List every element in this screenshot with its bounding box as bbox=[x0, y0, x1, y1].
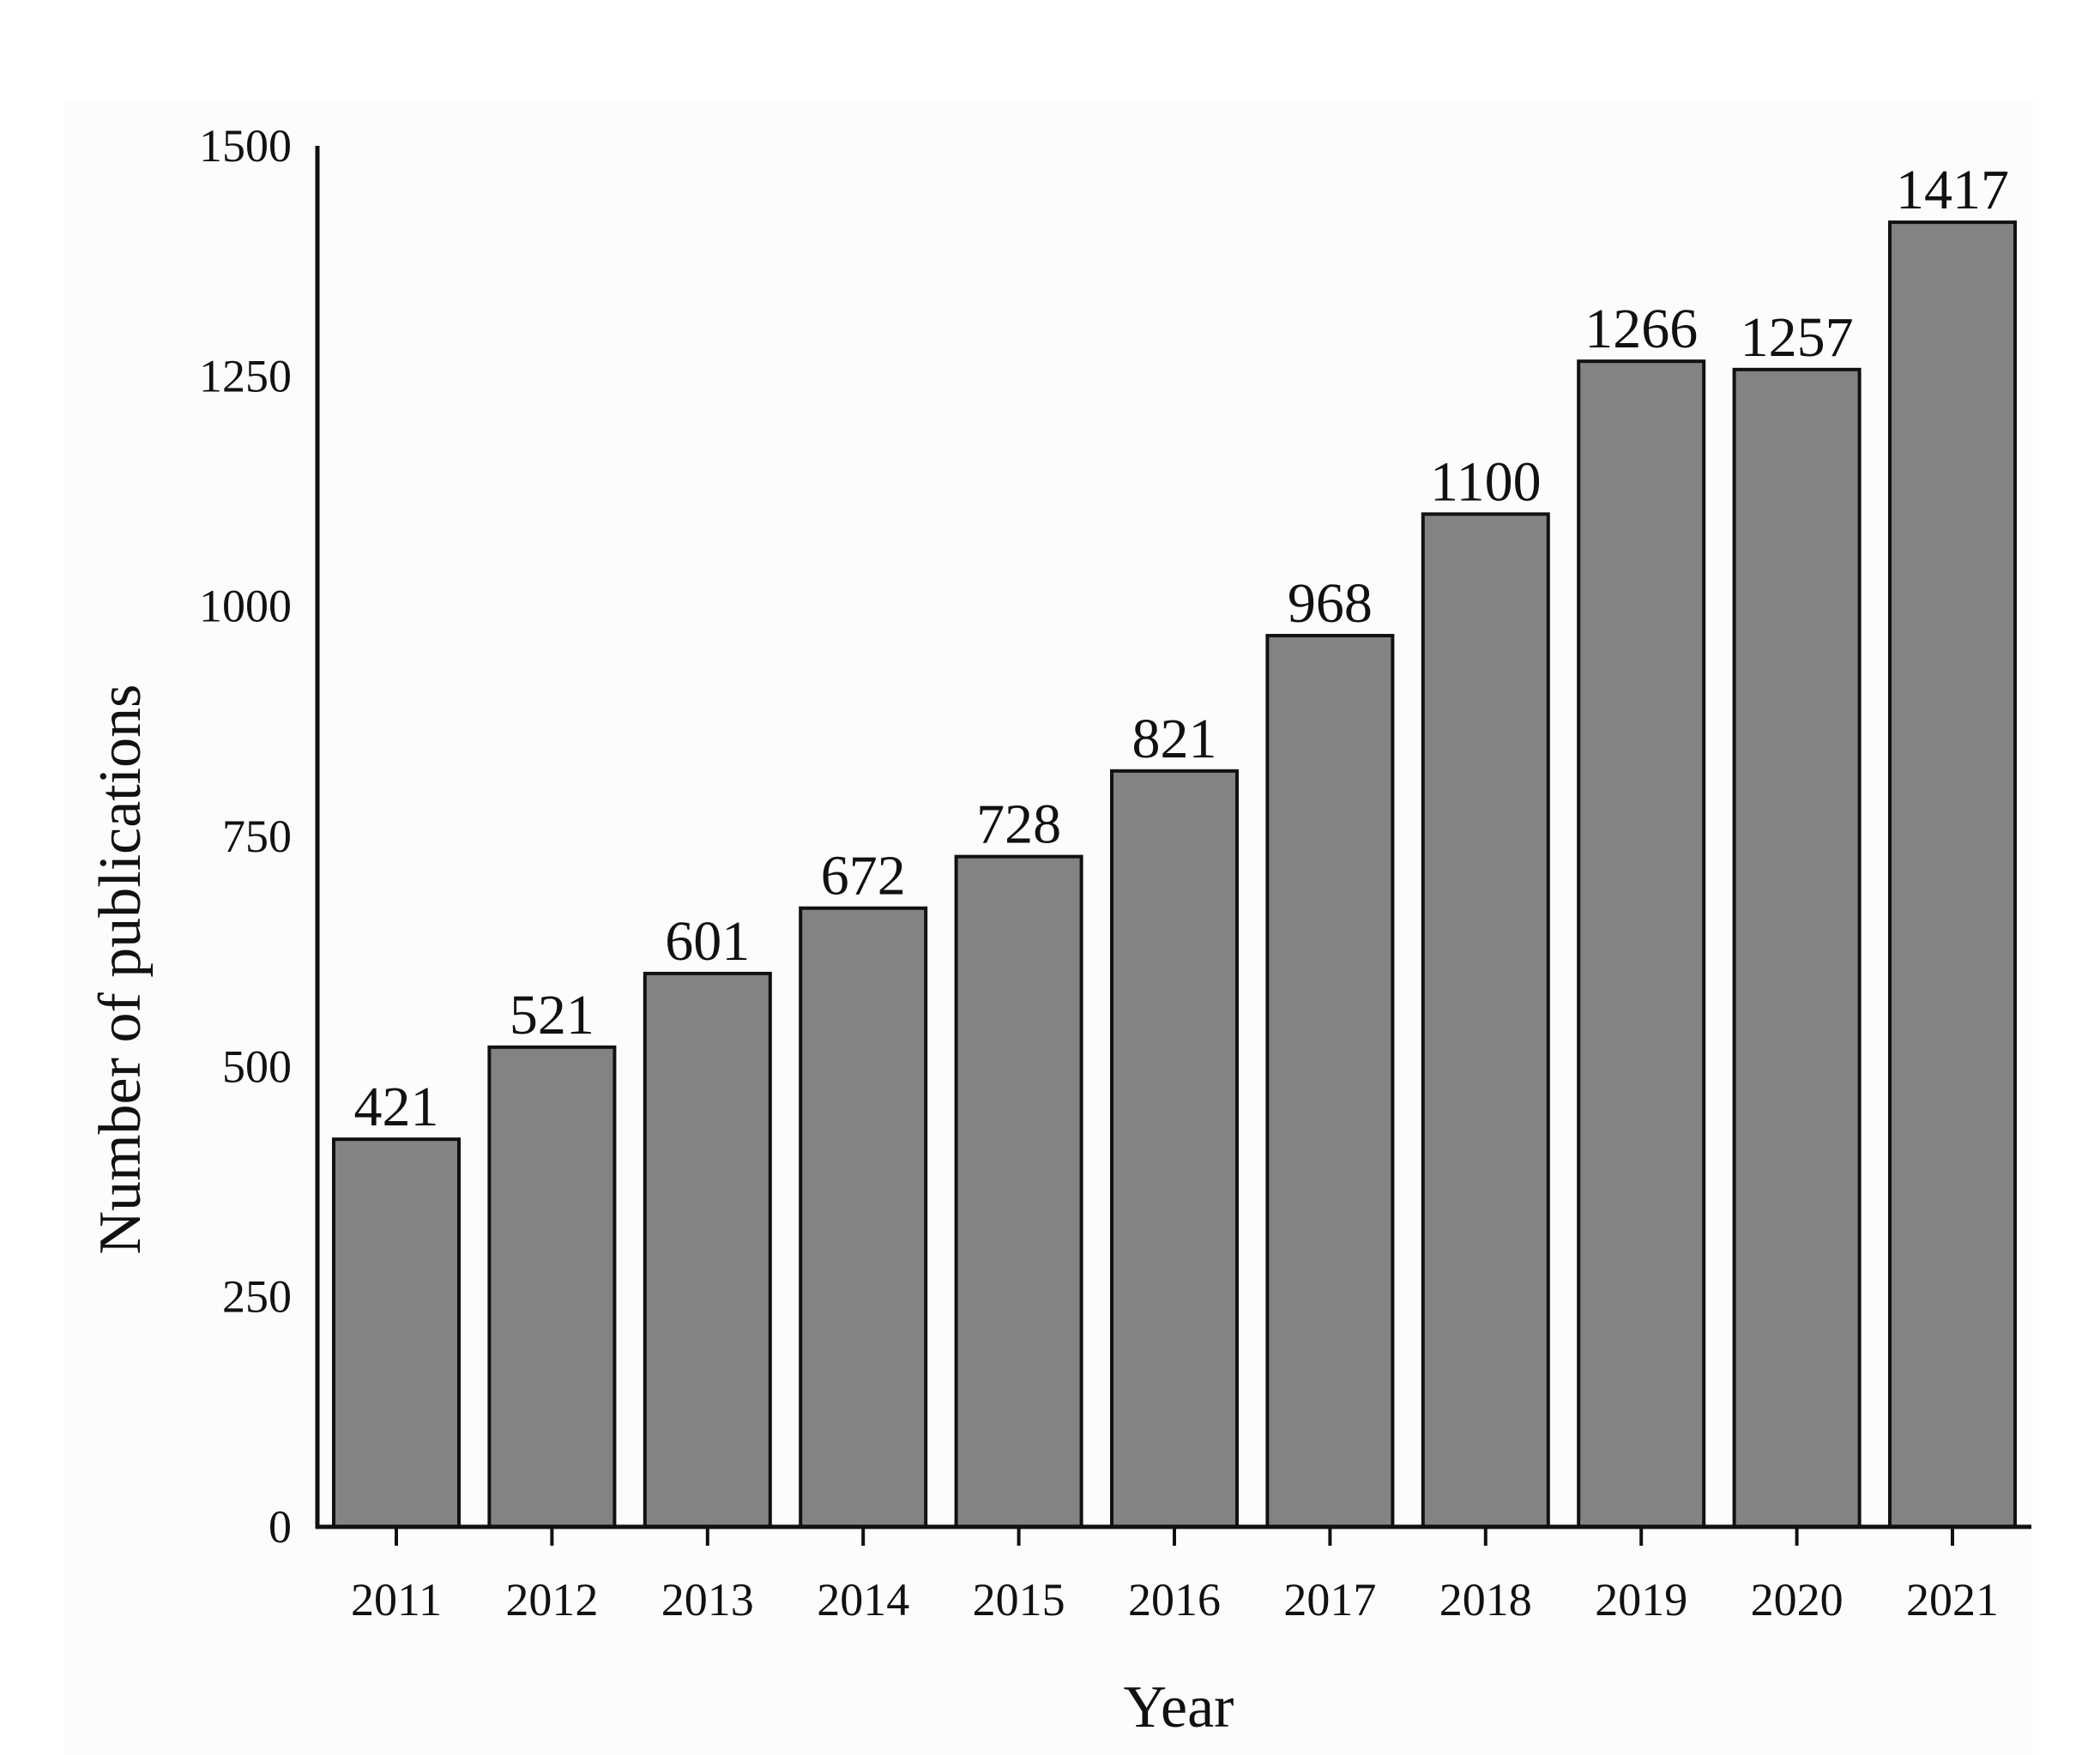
x-tick-label-2017: 2017 bbox=[1283, 1574, 1376, 1625]
bar-2018 bbox=[1421, 512, 1550, 1529]
bar-2014 bbox=[799, 906, 928, 1529]
y-tick-label-500: 500 bbox=[222, 1040, 292, 1092]
y-tick-label-1250: 1250 bbox=[199, 350, 292, 401]
bar-2020 bbox=[1732, 367, 1862, 1529]
axes-layer: 2011 2012 2013 2014 2015 2016 2017 2018 2019 2020… bbox=[199, 120, 2031, 1625]
data-label-2012: 521 bbox=[510, 984, 594, 1046]
data-label-2011: 421 bbox=[354, 1076, 439, 1138]
bar-2016 bbox=[1110, 769, 1239, 1529]
x-tick-label-2013: 2013 bbox=[661, 1574, 754, 1625]
y-tick-label-750: 750 bbox=[222, 811, 292, 862]
y-axis-title: Number of publications bbox=[88, 685, 154, 1255]
data-labels-layer: 421 521 601 672 728 821 968 1100 1266 1257 1417 bbox=[354, 159, 2010, 1138]
bar-2021 bbox=[1888, 220, 2017, 1529]
y-tick-label-250: 250 bbox=[222, 1271, 292, 1323]
x-tick-label-2018: 2018 bbox=[1439, 1574, 1532, 1625]
bars-layer bbox=[332, 220, 2017, 1529]
data-label-2015: 728 bbox=[976, 793, 1061, 856]
x-tick-label-2012: 2012 bbox=[505, 1574, 598, 1625]
data-label-2013: 601 bbox=[665, 910, 750, 973]
y-tick-label-0: 0 bbox=[269, 1501, 292, 1553]
x-tick-label-2011: 2011 bbox=[351, 1574, 442, 1625]
data-label-2016: 821 bbox=[1132, 708, 1217, 770]
x-tick-label-2020: 2020 bbox=[1751, 1574, 1844, 1625]
data-label-2020: 1257 bbox=[1741, 306, 1854, 369]
x-tick-label-2015: 2015 bbox=[973, 1574, 1065, 1625]
y-tick-label-1500: 1500 bbox=[199, 120, 292, 172]
x-tick-label-2014: 2014 bbox=[817, 1574, 909, 1625]
data-label-2018: 1100 bbox=[1430, 450, 1542, 513]
bar-2019 bbox=[1577, 359, 1706, 1529]
bar-2011 bbox=[332, 1137, 461, 1529]
x-tick-label-2019: 2019 bbox=[1595, 1574, 1687, 1625]
x-tick-label-2016: 2016 bbox=[1128, 1574, 1221, 1625]
data-label-2019: 1266 bbox=[1584, 298, 1698, 360]
bar-2017 bbox=[1265, 634, 1395, 1529]
y-tick-label-1000: 1000 bbox=[199, 581, 292, 632]
x-tick-label-2021: 2021 bbox=[1906, 1574, 1999, 1625]
data-label-2014: 672 bbox=[821, 845, 906, 908]
data-label-2021: 1417 bbox=[1896, 159, 2009, 221]
x-axis-title: Year bbox=[1124, 1674, 1234, 1740]
bar-2012 bbox=[487, 1045, 617, 1529]
bar-2015 bbox=[954, 854, 1083, 1529]
data-label-2017: 968 bbox=[1288, 572, 1373, 635]
bar-2013 bbox=[643, 971, 772, 1529]
